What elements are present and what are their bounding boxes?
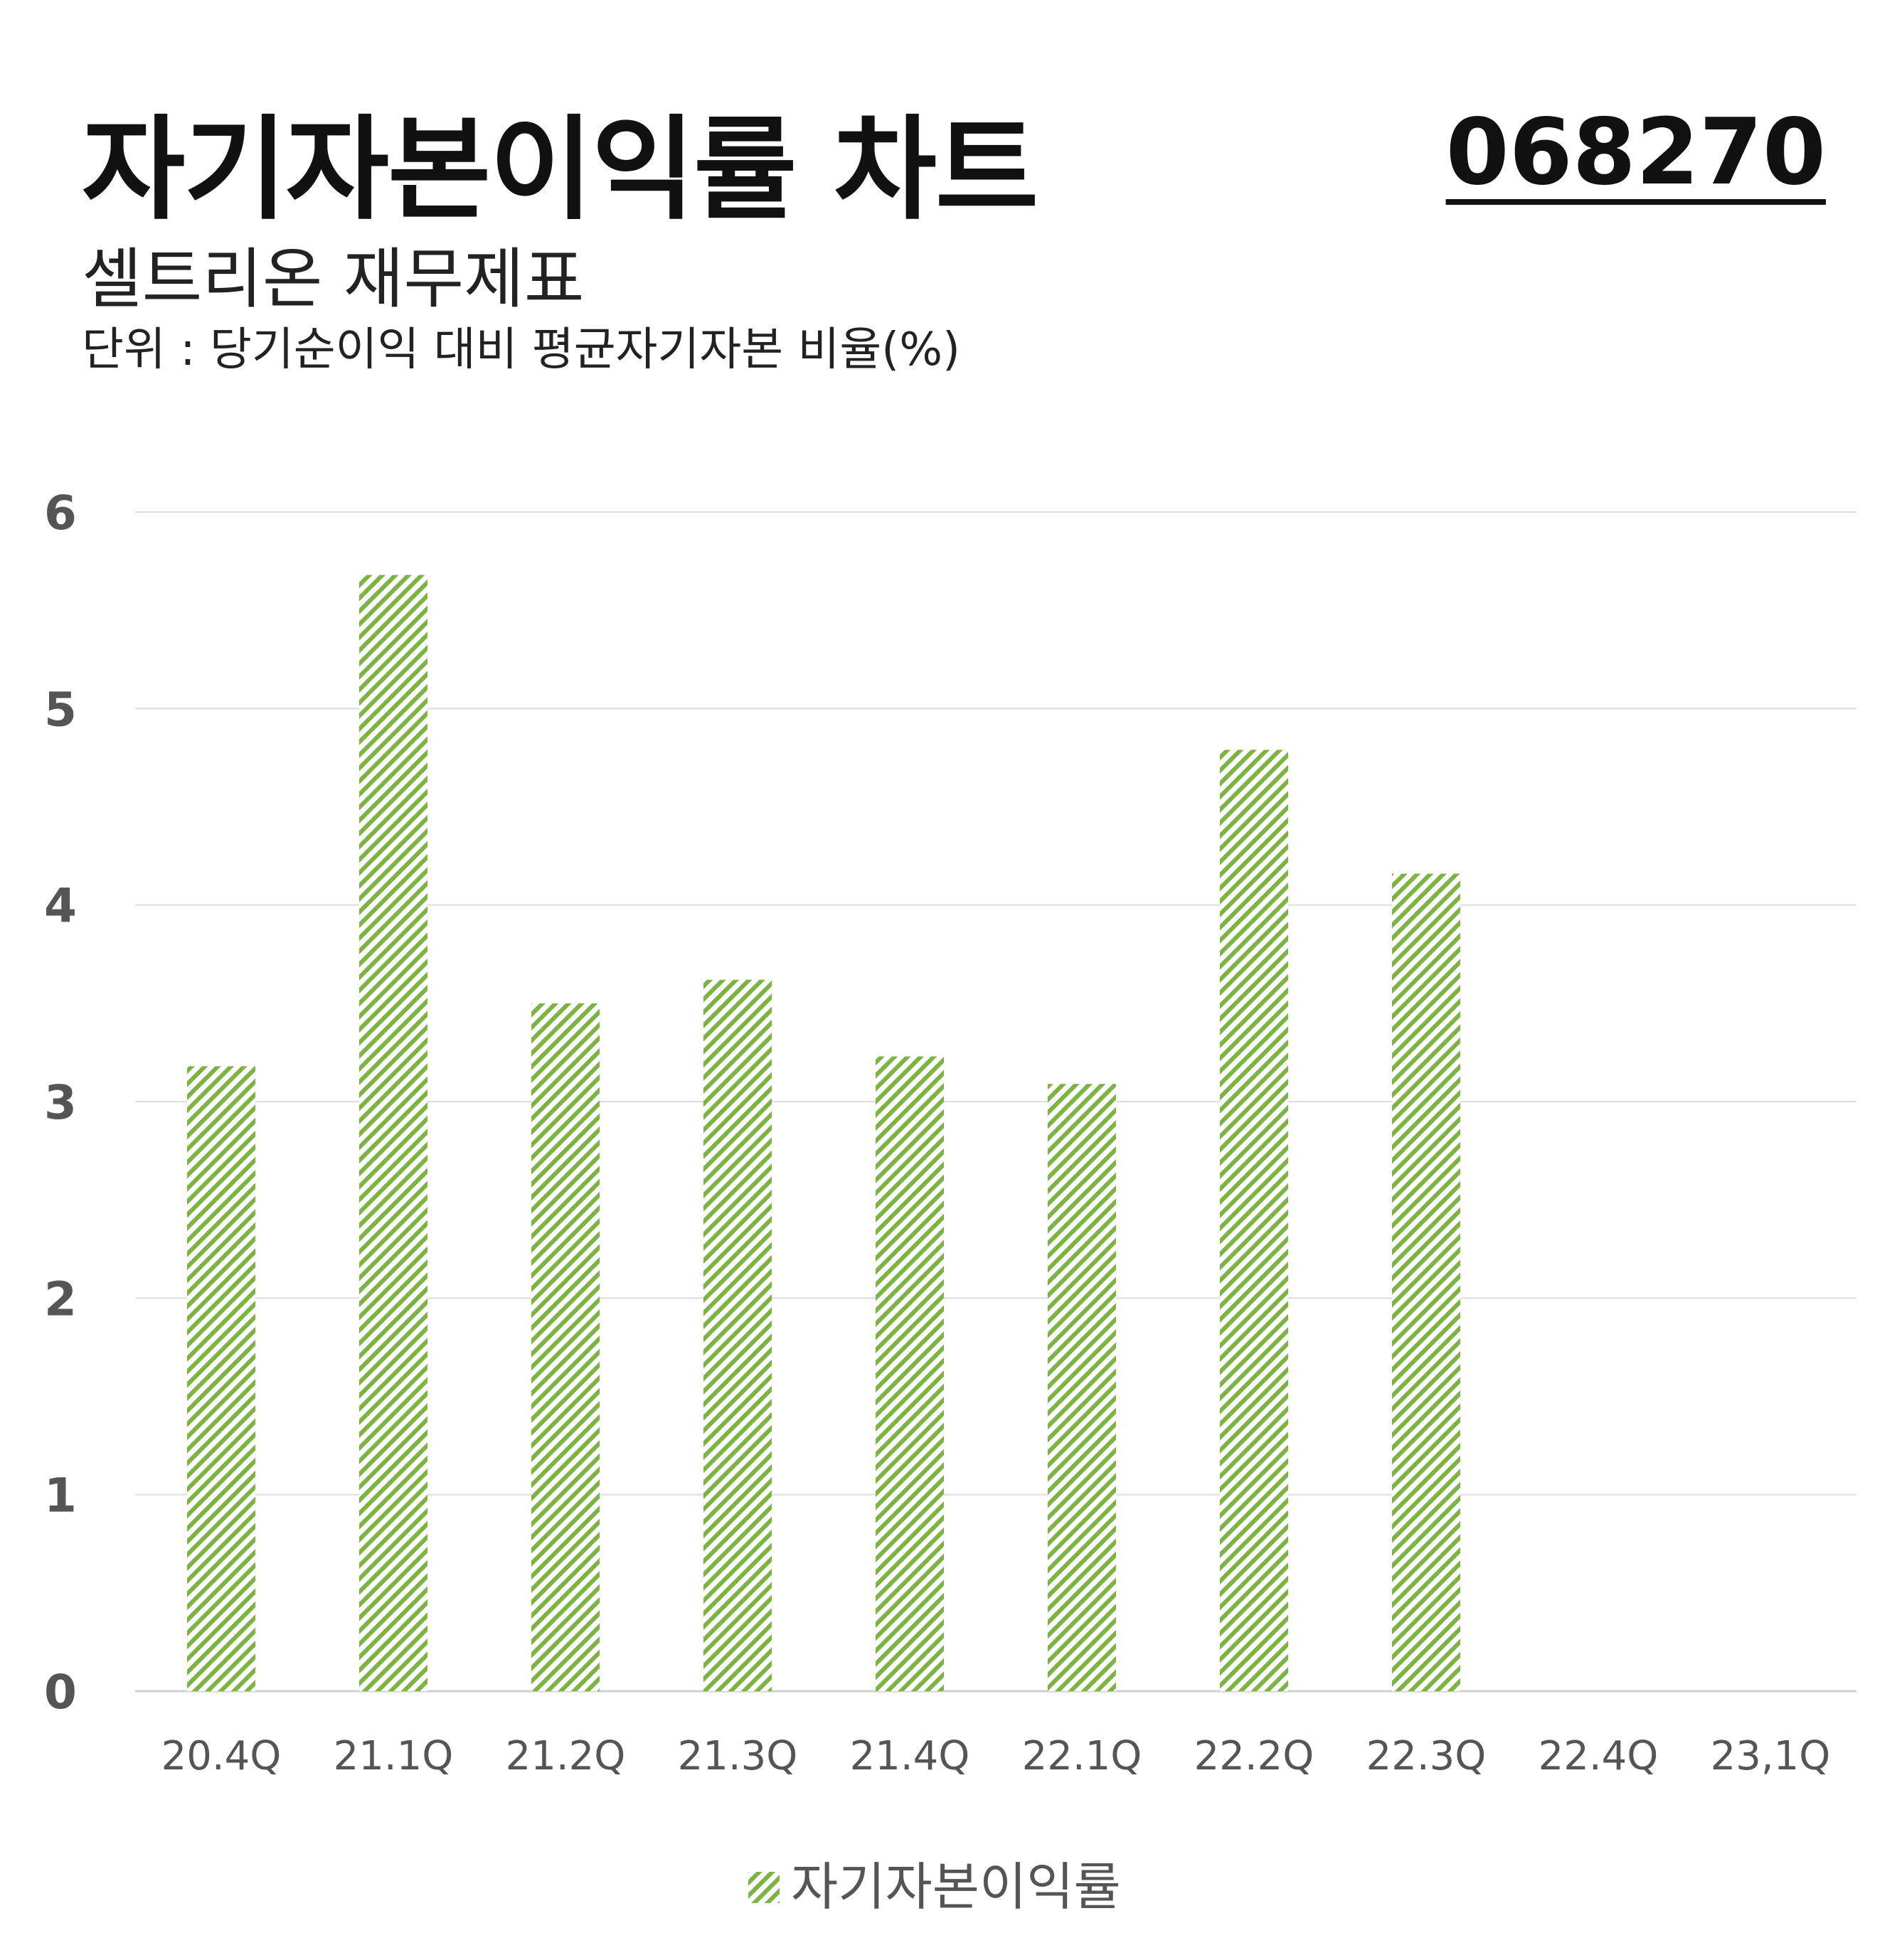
stock-code: 068270 [1445,100,1826,206]
x-tick-label: 21.4Q [850,1733,970,1779]
x-tick-label: 20.4Q [161,1733,282,1779]
bar [876,1056,944,1691]
y-tick-label: 4 [44,879,77,934]
x-tick-label: 22.4Q [1539,1733,1659,1779]
bar [187,1066,255,1691]
x-tick-label: 21.3Q [678,1733,798,1779]
bar [1392,873,1460,1691]
x-tick-label: 22.1Q [1022,1733,1142,1779]
bar [359,575,427,1691]
bar [703,979,772,1691]
y-tick-label: 0 [44,1665,77,1720]
y-tick-label: 2 [44,1272,77,1326]
legend-swatch [748,1872,780,1903]
y-tick-label: 1 [44,1469,77,1523]
y-axis: 0 1 2 3 4 5 6 [44,486,77,1720]
unit-label: 단위 : 당기순이익 대비 평균자기자본 비율(%) [82,324,960,376]
legend: 자기자본이익률 [748,1857,1121,1917]
legend-label: 자기자본이익률 [791,1857,1121,1917]
x-tick-label: 21.1Q [334,1733,454,1779]
bar [1220,750,1288,1691]
x-axis: 20.4Q 21.1Q 21.2Q 21.3Q 21.4Q 22.1Q 22.2Q 22.3Q… [161,1733,1831,1779]
y-tick-label: 5 [44,682,77,737]
x-tick-label: 22.2Q [1194,1733,1314,1779]
bar [1048,1084,1116,1691]
chart-title: 자기자본이익률 차트 [82,105,1038,235]
y-tick-label: 6 [44,486,77,540]
bar [531,1003,600,1691]
y-tick-label: 3 [44,1075,77,1130]
x-tick-label: 21.2Q [506,1733,626,1779]
x-tick-label: 23,1Q [1711,1733,1831,1779]
x-tick-label: 22.3Q [1366,1733,1487,1779]
chart-subtitle: 셀트리온 재무제표 [82,241,585,317]
bar-series [187,575,1460,1691]
